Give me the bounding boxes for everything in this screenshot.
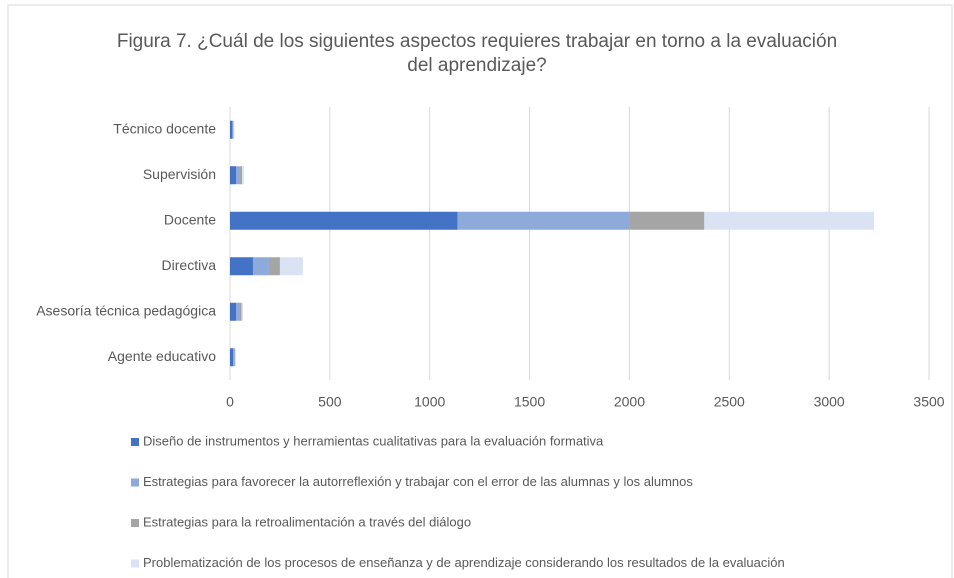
x-tick-label: 2000 xyxy=(614,394,645,410)
bar-segment xyxy=(235,166,240,185)
bar-segment xyxy=(230,302,236,321)
x-tick-label: 1000 xyxy=(414,394,445,410)
chart-frame xyxy=(7,4,953,578)
bar-segment xyxy=(704,211,875,230)
bar-segment xyxy=(232,120,234,139)
bar-segment xyxy=(629,211,705,230)
y-tick-label: Asesoría técnica pedagógica xyxy=(36,302,216,318)
y-tick-label: Supervisión xyxy=(143,166,216,182)
x-tick-label: 3000 xyxy=(814,394,845,410)
legend-swatch xyxy=(131,438,139,446)
bar-segment xyxy=(241,302,243,321)
x-tick-label: 3500 xyxy=(913,394,944,410)
y-tick-label: Agente educativo xyxy=(108,348,216,364)
bar-segment xyxy=(230,348,233,367)
legend-swatch xyxy=(131,559,139,568)
legend-label: Estrategias para la retroalimentación a … xyxy=(143,514,471,529)
bar-segment xyxy=(230,257,253,276)
bar-segment xyxy=(233,120,235,139)
legend-swatch xyxy=(131,478,139,487)
bar-segment xyxy=(230,211,458,230)
x-tick-label: 2500 xyxy=(714,394,745,410)
bar-segment xyxy=(268,257,280,276)
y-tick-label: Docente xyxy=(164,211,216,227)
bar-segment xyxy=(234,348,236,367)
y-tick-label: Técnico docente xyxy=(113,120,216,136)
bar-segment xyxy=(457,211,630,230)
legend-label: Diseño de instrumentos y herramientas cu… xyxy=(143,433,604,448)
bar-segment xyxy=(230,120,233,139)
chart-title: Figura 7. ¿Cuál de los siguientes aspect… xyxy=(116,31,838,76)
x-tick-label: 500 xyxy=(318,394,342,410)
bar-segment xyxy=(230,166,236,185)
legend-label: Estrategias para favorecer la autorrefle… xyxy=(143,474,693,489)
x-tick-label: 0 xyxy=(226,394,234,410)
bar-segment xyxy=(235,302,240,321)
bar-segment xyxy=(232,348,235,367)
bar-segment xyxy=(279,257,303,276)
bar-segment xyxy=(239,302,242,321)
y-tick-label: Directiva xyxy=(162,257,217,273)
bar-segment xyxy=(241,166,244,185)
legend-label: Problematización de los procesos de ense… xyxy=(143,555,785,570)
bar-segment xyxy=(239,166,242,185)
bar-segment xyxy=(252,257,269,276)
x-tick-label: 1500 xyxy=(514,394,545,410)
legend-swatch xyxy=(131,519,139,527)
